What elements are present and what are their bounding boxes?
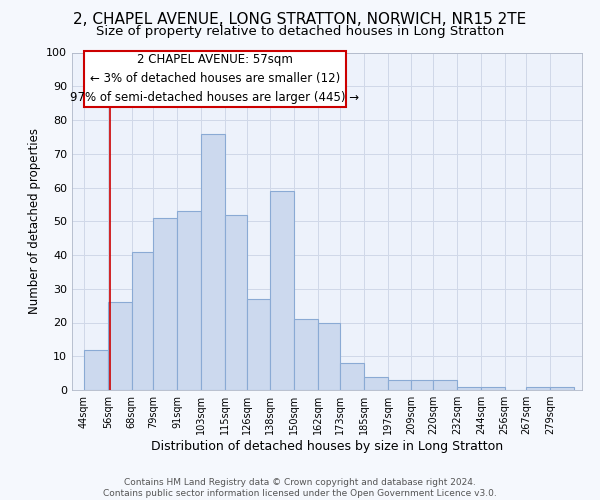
Bar: [550, 386, 574, 390]
Bar: [294, 319, 318, 390]
Bar: [388, 380, 412, 390]
Bar: [247, 299, 271, 390]
Bar: [201, 134, 225, 390]
Bar: [131, 252, 154, 390]
Bar: [433, 380, 457, 390]
Text: 2, CHAPEL AVENUE, LONG STRATTON, NORWICH, NR15 2TE: 2, CHAPEL AVENUE, LONG STRATTON, NORWICH…: [73, 12, 527, 28]
Bar: [271, 191, 294, 390]
Bar: [412, 380, 433, 390]
Bar: [154, 218, 177, 390]
X-axis label: Distribution of detached houses by size in Long Stratton: Distribution of detached houses by size …: [151, 440, 503, 453]
Bar: [108, 302, 131, 390]
FancyBboxPatch shape: [84, 51, 346, 106]
Y-axis label: Number of detached properties: Number of detached properties: [28, 128, 41, 314]
Bar: [177, 211, 201, 390]
Text: Contains HM Land Registry data © Crown copyright and database right 2024.
Contai: Contains HM Land Registry data © Crown c…: [103, 478, 497, 498]
Bar: [84, 350, 108, 390]
Bar: [481, 386, 505, 390]
Bar: [225, 214, 247, 390]
Bar: [364, 376, 388, 390]
Bar: [318, 322, 340, 390]
Bar: [526, 386, 550, 390]
Text: 2 CHAPEL AVENUE: 57sqm
← 3% of detached houses are smaller (12)
97% of semi-deta: 2 CHAPEL AVENUE: 57sqm ← 3% of detached …: [70, 53, 359, 104]
Bar: [340, 363, 364, 390]
Text: Size of property relative to detached houses in Long Stratton: Size of property relative to detached ho…: [96, 25, 504, 38]
Bar: [457, 386, 481, 390]
